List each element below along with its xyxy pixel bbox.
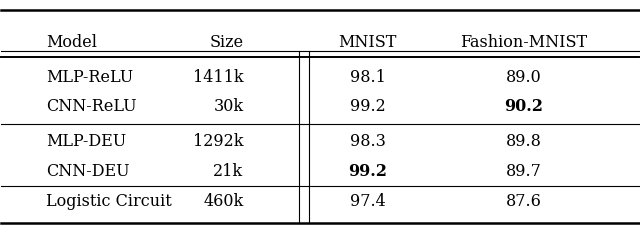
Text: 21k: 21k	[213, 163, 244, 180]
Text: 1292k: 1292k	[193, 133, 244, 150]
Text: MLP-ReLU: MLP-ReLU	[46, 69, 133, 86]
Text: 97.4: 97.4	[350, 193, 386, 210]
Text: 98.3: 98.3	[350, 133, 386, 150]
Text: Logistic Circuit: Logistic Circuit	[46, 193, 172, 210]
Text: 90.2: 90.2	[504, 98, 543, 115]
Text: CNN-DEU: CNN-DEU	[46, 163, 130, 180]
Text: Model: Model	[46, 34, 97, 51]
Text: 460k: 460k	[204, 193, 244, 210]
Text: 99.2: 99.2	[348, 163, 387, 180]
Text: 30k: 30k	[213, 98, 244, 115]
Text: Fashion-MNIST: Fashion-MNIST	[460, 34, 588, 51]
Text: 89.7: 89.7	[506, 163, 542, 180]
Text: 89.0: 89.0	[506, 69, 542, 86]
Text: 87.6: 87.6	[506, 193, 542, 210]
Text: 89.8: 89.8	[506, 133, 542, 150]
Text: CNN-ReLU: CNN-ReLU	[46, 98, 136, 115]
Text: 98.1: 98.1	[350, 69, 386, 86]
Text: Size: Size	[209, 34, 244, 51]
Text: MLP-DEU: MLP-DEU	[46, 133, 126, 150]
Text: 99.2: 99.2	[350, 98, 386, 115]
Text: MNIST: MNIST	[339, 34, 397, 51]
Text: 1411k: 1411k	[193, 69, 244, 86]
